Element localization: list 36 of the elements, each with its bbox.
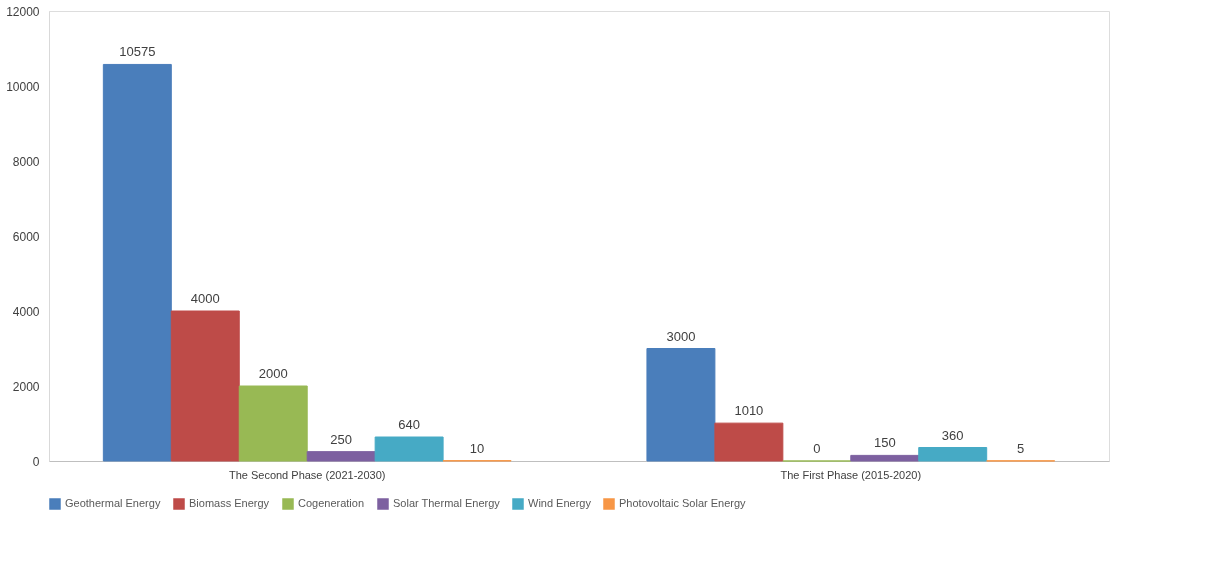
bar <box>238 385 308 462</box>
data-label: 2000 <box>258 366 288 381</box>
data-label: 1010 <box>734 403 764 419</box>
legend-label: Solar Thermal Energy <box>393 497 501 509</box>
legend-label: Wind Energy <box>528 497 592 509</box>
legend-label: Photovoltaic Solar Energy <box>619 497 747 509</box>
bar <box>102 63 172 462</box>
bar <box>850 454 920 462</box>
y-tick-label: 10000 <box>6 79 40 94</box>
data-label: 150 <box>873 435 896 451</box>
x-tick-label: The Second Phase (2021-2030) <box>228 468 386 481</box>
bar <box>374 436 444 462</box>
bar <box>170 310 240 462</box>
bar <box>306 451 376 462</box>
legend-label: Cogeneration <box>298 497 365 509</box>
y-tick-label: 2000 <box>12 379 40 394</box>
y-tick-label: 0 <box>32 454 40 469</box>
data-label: 640 <box>398 417 420 432</box>
x-tick-label: The First Phase (2015-2020) <box>780 468 922 481</box>
data-label: 0 <box>813 441 821 456</box>
data-label: 4000 <box>190 291 220 306</box>
data-label: 250 <box>330 431 353 447</box>
bar <box>646 348 716 462</box>
data-label: 360 <box>941 427 964 443</box>
data-label: 10 <box>469 440 485 456</box>
data-label: 5 <box>1017 440 1025 456</box>
y-tick-label: 4000 <box>12 304 40 319</box>
data-label: 10575 <box>119 44 156 60</box>
data-label: 3000 <box>666 328 696 344</box>
legend-label: Biomass Energy <box>189 497 270 509</box>
bar <box>918 447 988 462</box>
bar <box>714 422 784 462</box>
y-tick-label: 6000 <box>12 229 40 244</box>
y-tick-label: 12000 <box>6 4 40 19</box>
y-tick-label: 8000 <box>12 154 40 169</box>
legend-label: Geothermal Energy <box>65 497 161 509</box>
